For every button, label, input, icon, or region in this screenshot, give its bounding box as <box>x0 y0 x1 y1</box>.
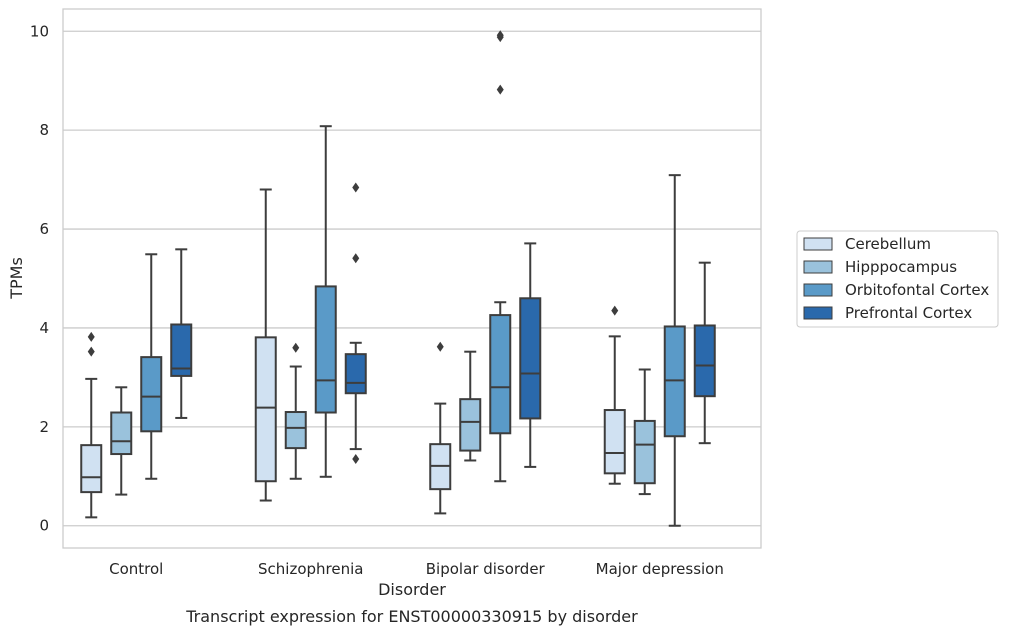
box-3-0 <box>170 248 193 419</box>
chart-caption: Transcript expression for ENST0000033091… <box>185 607 638 626</box>
outlier-0 <box>436 341 444 352</box>
box-body <box>170 323 193 377</box>
box-0-1 <box>254 188 277 502</box>
outlier-0 <box>496 84 504 95</box>
legend-label-2: Orbitofontal Cortex <box>845 281 989 299</box>
x-tick-labels: Control Schizophrenia Bipolar disorder Majo… <box>109 560 724 578</box>
y-axis-title: TPMs <box>7 257 26 300</box>
outlier-1 <box>352 253 360 264</box>
box-0-2 <box>429 341 452 515</box>
box-body <box>603 409 626 475</box>
plot-frame <box>62 8 762 549</box>
box-body <box>314 285 337 414</box>
legend-swatch-2 <box>803 283 833 297</box>
box-1-0 <box>110 386 133 496</box>
box-body <box>80 444 103 494</box>
box-body <box>110 411 133 456</box>
box-body <box>693 324 716 398</box>
outlier-0 <box>611 305 619 316</box>
box-body <box>344 353 367 395</box>
x-axis-title: Disorder <box>378 580 446 599</box>
box-body <box>284 411 307 450</box>
box-2-2 <box>489 30 512 483</box>
box-0-0 <box>80 331 103 519</box>
y-tick-label-0: 0 <box>39 517 49 535</box>
box-2-3 <box>663 174 686 527</box>
box-1-3 <box>633 368 656 496</box>
box-3-1 <box>344 182 367 464</box>
outlier-0 <box>352 453 360 464</box>
outlier-2 <box>496 30 504 41</box>
x-tick-label-3: Major depression <box>596 560 724 578</box>
box-1-2 <box>459 350 482 462</box>
box-body <box>519 297 542 420</box>
y-tick-label-4: 8 <box>39 121 49 139</box>
y-tick-label-5: 10 <box>30 22 49 40</box>
box-2-1 <box>314 125 337 478</box>
outlier-0 <box>87 346 95 357</box>
box-3-3 <box>693 261 716 445</box>
box-body <box>633 419 656 485</box>
box-body <box>140 356 163 433</box>
legend-label-1: Hipppocampus <box>845 258 957 276</box>
box-2-0 <box>140 253 163 480</box>
box-body <box>459 398 482 452</box>
legend: Cerebellum Hipppocampus Orbitofontal Corte… <box>796 230 999 328</box>
box-body <box>489 314 512 435</box>
legend-swatch-1 <box>803 260 833 274</box>
legend-swatch-0 <box>803 237 833 251</box>
outlier-1 <box>87 331 95 342</box>
y-tick-labels: 0 2 4 6 8 10 <box>30 22 49 534</box>
legend-swatch-3 <box>803 306 833 320</box>
box-groups <box>80 30 716 527</box>
outlier-2 <box>352 182 360 193</box>
box-0-3 <box>603 305 626 485</box>
box-1-1 <box>284 342 307 480</box>
y-tick-label-2: 4 <box>39 319 49 337</box>
outlier-0 <box>292 342 300 353</box>
legend-label-3: Prefrontal Cortex <box>845 304 972 322</box>
y-tick-label-1: 2 <box>39 418 49 436</box>
x-tick-label-1: Schizophrenia <box>258 560 363 578</box>
y-tick-label-3: 6 <box>39 220 49 238</box>
x-tick-label-2: Bipolar disorder <box>426 560 546 578</box>
x-tick-label-0: Control <box>109 560 163 578</box>
legend-label-0: Cerebellum <box>845 235 931 253</box>
box-body <box>254 336 277 483</box>
legend-frame <box>796 230 999 328</box>
box-3-2 <box>519 242 542 468</box>
